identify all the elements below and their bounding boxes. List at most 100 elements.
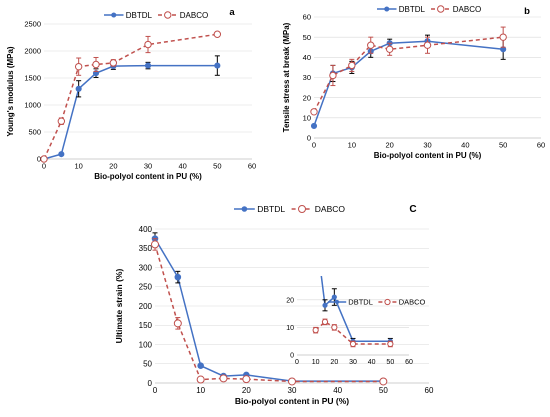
legend-label: DBTDL	[126, 11, 153, 20]
data-point	[423, 41, 432, 49]
data-point	[310, 122, 318, 129]
legend-label: DABCO	[180, 11, 208, 20]
panel-label: a	[229, 7, 235, 18]
x-tick-label: 0	[42, 162, 46, 171]
x-tick-label: 50	[386, 359, 394, 366]
data-point	[499, 33, 507, 41]
series-dabco	[312, 318, 394, 348]
data-point	[173, 319, 182, 328]
x-tick-label: 10	[196, 386, 205, 395]
series-line	[313, 40, 504, 127]
data-point	[92, 60, 100, 69]
data-point	[57, 117, 66, 125]
data-point	[196, 375, 205, 384]
legend-label: DBTDL	[348, 298, 373, 307]
data-point	[214, 62, 221, 69]
series-dabco	[40, 30, 222, 163]
data-point	[109, 59, 118, 67]
legend: DBTDL DABCO	[377, 5, 481, 14]
legend-marker	[298, 205, 306, 213]
y-tick-label: 1000	[24, 101, 41, 110]
x-tick-label: 30	[349, 359, 357, 366]
y-tick-label: 0	[290, 352, 294, 359]
data-point	[329, 71, 337, 80]
x-tick-label: 40	[333, 386, 342, 395]
y-tick-label: 2000	[24, 47, 41, 56]
data-point	[144, 62, 152, 69]
x-tick-label: 0	[312, 141, 316, 150]
x-tick-label: 50	[213, 162, 221, 171]
data-point	[213, 30, 222, 38]
y-axis-title: Ultimate strain (%)	[114, 269, 124, 344]
x-axis-title: Bio-polyol content in PU (%)	[374, 151, 482, 160]
data-point	[379, 377, 388, 386]
data-point	[367, 41, 375, 49]
y-tick-label: 10	[303, 113, 311, 122]
chart-a: 0 10 20 30 40 50 60 0 500 1000 1500 2000 2500 Bio-pol…	[6, 7, 256, 181]
data-point	[322, 302, 328, 308]
data-point	[310, 108, 318, 116]
data-point	[197, 362, 204, 369]
data-point	[174, 273, 182, 281]
y-tick-label: 50	[143, 360, 152, 369]
x-tick-label: 30	[288, 386, 297, 395]
x-tick-label: 20	[385, 141, 393, 150]
data-point	[314, 229, 318, 233]
panel-label: b	[524, 6, 530, 17]
legend-marker	[241, 206, 248, 212]
legend-marker	[384, 298, 391, 306]
series-line	[43, 33, 218, 160]
x-tick-label: 40	[178, 162, 186, 171]
y-tick-label: 0	[307, 134, 311, 143]
series-dabco	[151, 238, 388, 386]
y-tick-label: 60	[303, 13, 311, 22]
series-dbtdl	[314, 229, 393, 345]
y-tick-label: 150	[139, 321, 153, 330]
series-line	[313, 36, 504, 113]
y-tick-label: 400	[139, 225, 153, 234]
data-point	[348, 61, 356, 70]
legend: DBTDL DABCO	[104, 11, 208, 20]
x-tick-label: 0	[295, 359, 299, 366]
data-point	[58, 151, 65, 158]
data-point	[242, 375, 251, 384]
data-point	[219, 374, 228, 383]
series-dbtdl	[40, 55, 221, 163]
data-point	[331, 294, 337, 300]
x-tick-label: 60	[425, 386, 434, 395]
x-tick-label: 10	[74, 162, 82, 171]
legend-label: DBTDL	[399, 5, 426, 14]
data-point	[387, 340, 394, 348]
data-point	[312, 327, 319, 334]
y-tick-label: 20	[303, 93, 311, 102]
x-tick-label: 30	[144, 162, 152, 171]
legend-label: DBTDL	[257, 204, 285, 214]
data-point	[75, 85, 82, 92]
y-tick-label: 30	[303, 73, 311, 82]
legend-marker	[437, 5, 445, 13]
data-point	[288, 377, 296, 386]
x-tick-label: 20	[330, 359, 338, 366]
y-tick-label: 40	[303, 53, 311, 62]
data-point	[40, 155, 48, 163]
chart-b: 0 10 20 30 40 50 60 0 10 20 30 40 50 60 Bio-polyol con…	[282, 5, 545, 160]
y-tick-label: 50	[303, 33, 311, 42]
x-tick-label: 10	[312, 359, 320, 366]
legend-label: DABCO	[399, 298, 426, 307]
y-tick-label: 300	[139, 263, 153, 272]
x-tick-label: 20	[242, 386, 251, 395]
x-tick-label: 60	[248, 162, 256, 171]
y-tick-label: 0	[148, 379, 153, 388]
legend-marker	[164, 11, 172, 19]
x-tick-label: 40	[461, 141, 469, 150]
y-tick-label: 500	[28, 128, 41, 137]
x-axis-title: Bio-polyol content in PU (%)	[235, 396, 349, 406]
legend-label: DABCO	[453, 5, 481, 14]
y-axis-title: Tensile stress at break (MPa)	[282, 22, 291, 132]
y-tick-label: 200	[139, 302, 153, 311]
legend-marker	[335, 299, 340, 305]
legend-marker	[384, 6, 390, 12]
x-tick-label: 60	[405, 359, 413, 366]
y-axis-title: Young's modulus (MPa)	[6, 46, 15, 137]
